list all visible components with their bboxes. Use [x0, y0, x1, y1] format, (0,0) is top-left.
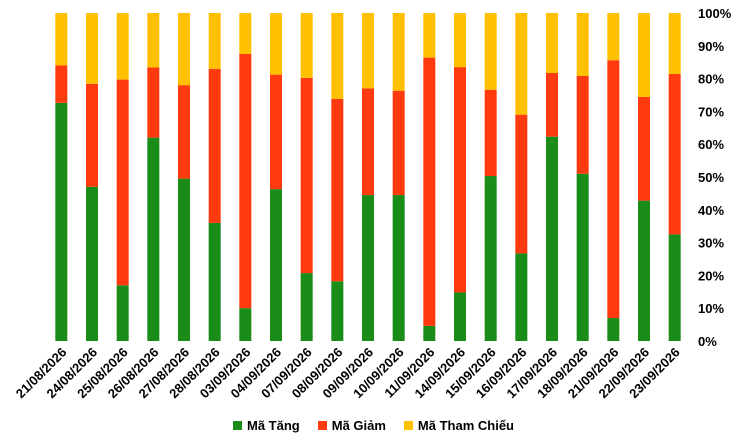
bar-segment-ma-tang-16 — [546, 136, 558, 341]
bar-segment-ma-tang-8 — [300, 273, 313, 341]
y-tick-label: 70% — [698, 104, 724, 119]
bar-segment-ma-tang-9 — [331, 281, 344, 341]
bar-segment-ma-giam-13 — [454, 67, 466, 293]
legend-swatch-ma-tham-chieu — [403, 421, 413, 430]
bar-segment-ma-tham-chieu-15 — [515, 13, 528, 115]
legend-swatch-ma-tang — [233, 421, 242, 430]
bar-segment-ma-tham-chieu-12 — [423, 13, 436, 58]
bar-segment-ma-tang-13 — [454, 292, 466, 341]
bar-segment-ma-tang-1 — [86, 186, 98, 341]
y-axis: 0% 10% 20% 30% 40% 50% 60% 70% 80% 90% 100% — [698, 6, 732, 349]
bar-segment-ma-giam-3 — [147, 67, 160, 138]
bar-segment-ma-tham-chieu-16 — [546, 13, 558, 74]
y-tick-label: 20% — [698, 268, 724, 283]
bar-segment-ma-giam-16 — [546, 73, 558, 137]
bar-segment-ma-tham-chieu-18 — [607, 13, 620, 61]
bar-segment-ma-tang-12 — [423, 325, 436, 341]
bar-segment-ma-tham-chieu-0 — [55, 13, 68, 66]
bar-segment-ma-giam-7 — [270, 74, 282, 190]
bar-segment-ma-giam-11 — [392, 90, 405, 196]
bar-segment-ma-giam-2 — [116, 79, 129, 286]
bar-segment-ma-tang-0 — [55, 102, 68, 342]
y-tick-label: 10% — [698, 301, 724, 316]
legend-item-ma-tham-chieu: Mã Tham Chiếu — [403, 418, 514, 433]
bar-segment-ma-tang-6 — [239, 308, 252, 341]
y-tick-label: 0% — [698, 334, 717, 349]
bar-segment-ma-tham-chieu-13 — [454, 13, 466, 68]
bar-segment-ma-tang-10 — [362, 195, 374, 341]
bar-segment-ma-tham-chieu-2 — [116, 13, 129, 80]
bar-segment-ma-giam-14 — [484, 89, 497, 177]
stacked-bar-chart: 0% 10% 20% 30% 40% 50% 60% 70% 80% 90% 100% 21/08/… — [13, 6, 732, 402]
y-tick-label: 30% — [698, 236, 724, 251]
bar-segment-ma-giam-18 — [607, 60, 620, 319]
bar-segment-ma-tham-chieu-1 — [86, 13, 98, 84]
bar-segment-ma-tham-chieu-20 — [668, 13, 681, 75]
y-tick-label: 100% — [698, 6, 732, 21]
bar-segment-ma-giam-17 — [576, 75, 589, 174]
bar-segment-ma-giam-5 — [208, 68, 221, 223]
bar-segment-ma-giam-9 — [331, 98, 344, 282]
bar-segment-ma-tham-chieu-17 — [576, 13, 589, 76]
bar-segment-ma-tang-4 — [178, 178, 190, 341]
bar-segment-ma-giam-12 — [423, 57, 436, 326]
bar-segment-ma-giam-10 — [362, 88, 374, 196]
bar-segment-ma-giam-4 — [178, 85, 190, 179]
bar-segment-ma-tang-17 — [576, 173, 589, 341]
bar-segment-ma-giam-8 — [300, 77, 313, 274]
bar-segment-ma-tham-chieu-5 — [208, 13, 221, 69]
bar-segment-ma-giam-0 — [55, 65, 68, 103]
bar-segment-ma-tang-7 — [270, 189, 282, 341]
bar-segment-ma-giam-6 — [239, 54, 252, 309]
y-tick-label: 90% — [698, 39, 724, 54]
bar-segment-ma-tang-19 — [638, 200, 650, 341]
bar-segment-ma-tham-chieu-9 — [331, 13, 344, 99]
bar-segment-ma-giam-15 — [515, 114, 528, 254]
legend: Mã Tăng Mã Giảm Mã Tham Chiếu — [0, 418, 747, 433]
bar-segment-ma-tham-chieu-11 — [392, 13, 405, 91]
bar-segment-ma-tham-chieu-19 — [638, 13, 650, 97]
bar-segment-ma-tang-20 — [668, 234, 681, 341]
legend-label-ma-giam: Mã Giảm — [331, 418, 386, 433]
bar-segment-ma-giam-19 — [638, 96, 650, 201]
bar-segment-ma-tham-chieu-10 — [362, 13, 374, 89]
bar-segment-ma-tham-chieu-3 — [147, 13, 160, 68]
legend-item-ma-giam: Mã Giảm — [317, 418, 386, 433]
y-tick-label: 40% — [698, 203, 724, 218]
bar-segment-ma-tham-chieu-7 — [270, 13, 282, 75]
bar-segment-ma-tang-5 — [208, 222, 221, 341]
bars-group — [55, 13, 681, 342]
bar-segment-ma-tang-3 — [147, 137, 160, 341]
bar-segment-ma-tang-2 — [116, 285, 129, 341]
bar-segment-ma-tang-14 — [484, 176, 497, 341]
y-tick-label: 50% — [698, 170, 724, 185]
bar-segment-ma-giam-1 — [86, 83, 98, 187]
bar-segment-ma-tang-11 — [392, 195, 405, 341]
legend-item-ma-tang: Mã Tăng — [233, 418, 300, 433]
legend-label-ma-tham-chieu: Mã Tham Chiếu — [417, 418, 514, 433]
bar-segment-ma-tang-18 — [607, 318, 620, 341]
x-axis: 21/08/202624/08/202625/08/202626/08/2026… — [13, 345, 683, 402]
bar-segment-ma-tham-chieu-8 — [300, 13, 313, 78]
bar-segment-ma-giam-20 — [668, 74, 681, 235]
bar-segment-ma-tang-15 — [515, 253, 528, 341]
bar-segment-ma-tham-chieu-14 — [484, 13, 497, 90]
y-tick-label: 80% — [698, 72, 724, 87]
legend-swatch-ma-giam — [317, 421, 327, 430]
bar-segment-ma-tham-chieu-6 — [239, 13, 252, 54]
bar-segment-ma-tham-chieu-4 — [178, 13, 190, 86]
legend-label-ma-tang: Mã Tăng — [247, 418, 300, 433]
y-tick-label: 60% — [698, 137, 724, 152]
